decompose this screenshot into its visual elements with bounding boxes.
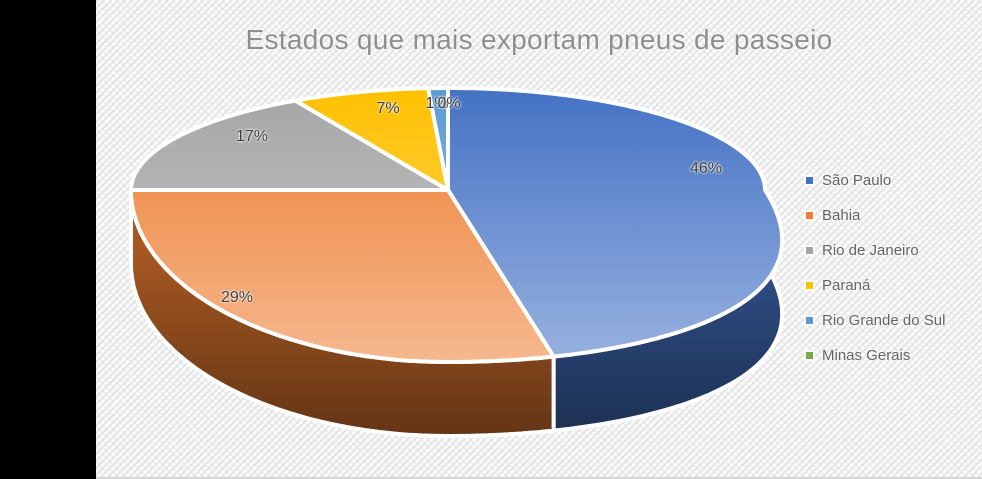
legend-item-minas-gerais: Minas Gerais	[806, 338, 945, 373]
legend-marker-parana	[806, 282, 813, 289]
legend-marker-rio-grande-do-sul	[806, 317, 813, 324]
legend-marker-sao-paulo	[806, 177, 813, 184]
legend-item-parana: Paraná	[806, 268, 945, 303]
legend-label: Bahia	[822, 207, 861, 224]
pie-slice-parana-top	[293, 86, 450, 192]
legend-item-sao-paulo: São Paulo	[806, 163, 945, 198]
data-label-parana: 7%	[376, 100, 400, 117]
legend-label: Minas Gerais	[822, 347, 911, 364]
pie-slice-rio-grande-do-sul-top	[426, 86, 450, 192]
data-label-rio-de-janeiro: 17%	[235, 128, 269, 145]
legend-label: Rio Grande do Sul	[822, 312, 946, 329]
legend-label: Rio de Janeiro	[822, 242, 919, 259]
legend-marker-bahia	[806, 212, 813, 219]
chart-title: Estados que mais exportam pneus de passe…	[245, 24, 833, 55]
left-black-panel	[0, 0, 96, 479]
data-label-bahia: 29%	[220, 289, 254, 306]
legend-item-rio-grande-do-sul: Rio Grande do Sul	[806, 303, 945, 338]
legend-label: Paraná	[822, 277, 871, 294]
pie-slice-rio-de-janeiro-top	[129, 98, 450, 192]
data-label-minas-gerais: 0%	[437, 95, 461, 112]
data-label-rio-grande-do-sul: 1%	[425, 95, 449, 112]
legend-item-bahia: Bahia	[806, 198, 945, 233]
pie-slice-sao-paulo-top	[446, 86, 785, 359]
legend-item-rio-de-janeiro: Rio de Janeiro	[806, 233, 945, 268]
legend-marker-rio-de-janeiro	[806, 247, 813, 254]
pie-slice-bahia-top	[129, 188, 556, 364]
chart-legend: São Paulo Bahia Rio de Janeiro Paraná Rio Gr…	[806, 163, 945, 373]
legend-marker-minas-gerais	[806, 352, 813, 359]
data-label-sao-paulo: 46%	[689, 160, 723, 177]
legend-label: São Paulo	[822, 172, 892, 189]
